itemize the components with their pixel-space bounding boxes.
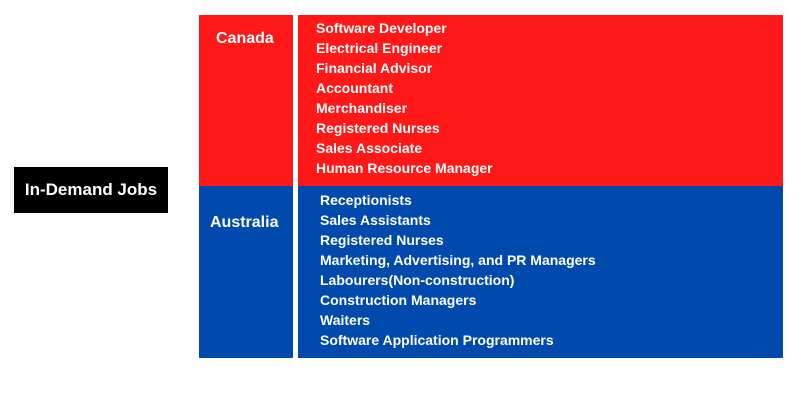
canada-job-list: Software Developer Electrical Engineer F… — [316, 18, 493, 178]
job-item: Registered Nurses — [320, 232, 444, 248]
job-item: Software Developer — [316, 20, 447, 36]
job-item: Financial Advisor — [316, 60, 433, 76]
job-item: Registered Nurses — [316, 120, 440, 136]
job-item: Sales Assistants — [320, 212, 431, 228]
job-item: Waiters — [320, 312, 371, 328]
job-item: Receptionists — [320, 192, 412, 208]
job-item: Labourers(Non-construction) — [320, 272, 515, 288]
job-item: Human Resource Manager — [316, 160, 493, 176]
column-divider — [293, 15, 298, 358]
australia-job-list: Receptionists Sales Assistants Registere… — [320, 190, 596, 350]
job-item: Software Application Programmers — [320, 332, 554, 348]
diagram-title: In-Demand Jobs — [14, 167, 168, 213]
job-item: Accountant — [316, 80, 393, 96]
job-item: Electrical Engineer — [316, 40, 443, 56]
job-item: Merchandiser — [316, 100, 408, 116]
job-item: Sales Associate — [316, 140, 423, 156]
country-name-canada: Canada — [216, 30, 274, 47]
country-name-australia: Australia — [210, 214, 279, 231]
job-item: Construction Managers — [320, 292, 477, 308]
job-item: Marketing, Advertising, and PR Managers — [320, 252, 596, 268]
